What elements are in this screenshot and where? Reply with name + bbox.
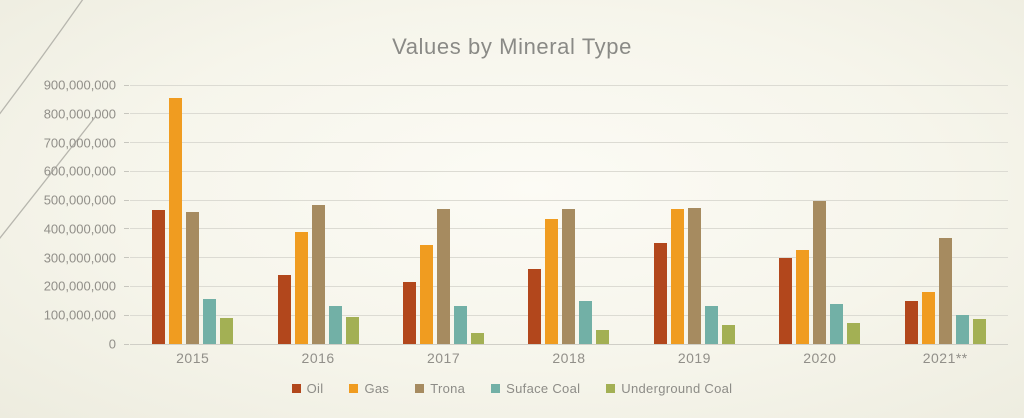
bar-oil-2016: [277, 274, 291, 344]
legend-label: Suface Coal: [506, 381, 581, 396]
bar-gas-2020: [796, 249, 810, 344]
bar-underground-coal-2016: [345, 316, 359, 344]
gridline-700,000,000: [130, 142, 1008, 144]
bar-group-2021-: [883, 85, 1008, 344]
bar-group-2020: [757, 85, 882, 344]
y-axis-tick: [124, 84, 129, 86]
y-axis-label: 800,000,000: [43, 106, 116, 122]
gridline-600,000,000: [130, 170, 1008, 172]
bar-oil-2015: [152, 210, 166, 344]
bar-underground-coal-2017: [471, 332, 485, 344]
bar-gas-2016: [294, 231, 308, 344]
y-axis-label: 500,000,000: [43, 192, 116, 208]
legend-label: Trona: [430, 381, 466, 396]
bar-suface-coal-2017: [454, 305, 468, 344]
y-axis-tick: [124, 343, 129, 345]
legend-label: Gas: [364, 381, 390, 396]
y-axis-tick: [124, 257, 129, 259]
bar-gas-2018: [545, 218, 559, 344]
bar-gas-2019: [670, 208, 684, 344]
bar-group-2018: [506, 85, 631, 344]
bar-underground-coal-2021-: [972, 318, 986, 344]
y-axis-tick: [124, 142, 129, 144]
bar-oil-2020: [779, 258, 793, 344]
bar-oil-2021-: [904, 300, 918, 344]
bar-suface-coal-2015: [203, 299, 217, 344]
y-axis-label: 900,000,000: [43, 77, 116, 93]
bar-group-2016: [255, 85, 380, 344]
legend-item-trona: Trona: [415, 381, 465, 396]
x-axis-labels: 2015 2016 2017 2018 2019 2020 2021**: [130, 350, 1008, 366]
y-axis-tick: [124, 199, 129, 201]
legend-item-suface-coal: Suface Coal: [491, 381, 580, 396]
bar-trona-2020: [813, 200, 827, 344]
x-axis-label-2020: 2020: [803, 350, 837, 366]
y-axis-label: 300,000,000: [43, 250, 116, 266]
x-axis-label-2017: 2017: [426, 350, 461, 366]
legend-swatch-gas: [349, 384, 359, 393]
bar-trona-2015: [186, 211, 200, 344]
bar-gas-2015: [169, 97, 183, 344]
gridline-0: [130, 343, 1008, 345]
bar-oil-2017: [403, 282, 417, 344]
y-axis-label: 200,000,000: [43, 278, 116, 294]
bar-suface-coal-2021-: [955, 315, 969, 344]
legend-label: Oil: [306, 381, 324, 396]
bar-group-2015: [130, 85, 255, 344]
bar-gas-2017: [420, 245, 434, 344]
legend: Oil Gas Trona Suface Coal Underground Coal: [0, 381, 1024, 396]
legend-swatch-trona: [415, 384, 425, 393]
bar-group-2019: [632, 85, 757, 344]
y-axis-tick: [124, 314, 129, 316]
bar-groups: [130, 85, 1008, 344]
bar-trona-2019: [687, 208, 701, 344]
legend-swatch-oil: [291, 384, 301, 393]
x-axis-label-2018: 2018: [552, 350, 586, 366]
legend-label: Underground Coal: [621, 381, 733, 396]
bar-underground-coal-2019: [721, 325, 735, 344]
legend-item-oil: Oil: [291, 381, 324, 396]
y-axis-tick: [124, 228, 129, 230]
y-axis-label: 100,000,000: [43, 307, 116, 323]
bar-trona-2018: [562, 208, 576, 344]
y-axis-label: 600,000,000: [43, 163, 116, 179]
bar-underground-coal-2020: [847, 323, 861, 344]
bar-suface-coal-2020: [830, 303, 844, 344]
plot-area: [130, 84, 1008, 345]
gridline-800,000,000: [130, 113, 1008, 115]
gridline-900,000,000: [130, 84, 1008, 86]
x-axis-label-2015: 2015: [176, 350, 210, 366]
bar-oil-2019: [653, 242, 667, 344]
y-axis-label: 0: [108, 336, 116, 352]
bar-gas-2021-: [921, 292, 935, 344]
x-axis-label-2016: 2016: [301, 350, 335, 366]
bar-group-2017: [381, 85, 506, 344]
bar-trona-2016: [311, 205, 325, 344]
x-axis-label-2021-: 2021**: [922, 350, 968, 366]
bar-suface-coal-2019: [704, 306, 718, 344]
gridline-500,000,000: [130, 199, 1008, 201]
y-axis-label: 400,000,000: [43, 221, 116, 237]
legend-swatch-underground-coal: [606, 384, 616, 393]
legend-item-underground-coal: Underground Coal: [606, 381, 732, 396]
y-axis: 0 100,000,000 200,000,000 300,000,000 400,00…: [0, 78, 130, 352]
bar-suface-coal-2016: [328, 305, 342, 344]
bar-trona-2017: [437, 209, 451, 344]
y-axis-tick: [124, 285, 129, 287]
bar-oil-2018: [528, 269, 542, 344]
y-axis-tick: [124, 113, 129, 115]
legend-item-gas: Gas: [349, 381, 389, 396]
y-axis-label: 700,000,000: [43, 135, 116, 151]
chart-title: Values by Mineral Type: [392, 34, 632, 59]
bar-underground-coal-2015: [220, 318, 234, 344]
bar-underground-coal-2018: [596, 329, 610, 344]
legend-swatch-suface-coal: [491, 384, 501, 393]
bar-suface-coal-2018: [579, 301, 593, 344]
bar-trona-2021-: [938, 237, 952, 344]
x-axis-label-2019: 2019: [677, 350, 711, 366]
y-axis-tick: [124, 170, 129, 172]
